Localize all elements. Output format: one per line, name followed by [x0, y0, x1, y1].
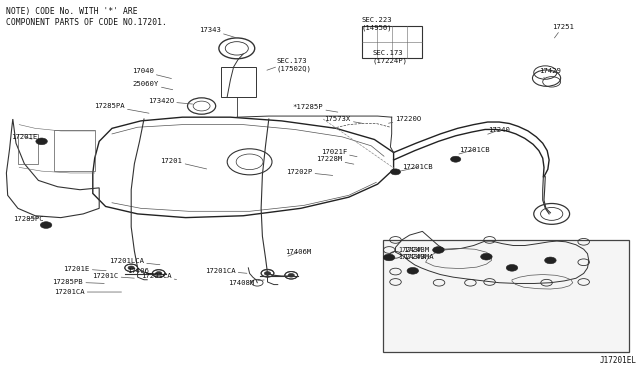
Text: 17220O: 17220O — [388, 116, 422, 123]
Text: 17201E: 17201E — [63, 266, 106, 272]
Text: 17201CA: 17201CA — [54, 289, 122, 295]
Text: SEC.173: SEC.173 — [372, 50, 403, 60]
Text: 17201C: 17201C — [92, 273, 134, 279]
Text: (17502Q): (17502Q) — [276, 65, 312, 72]
Text: 17343: 17343 — [199, 27, 236, 38]
Text: 17228M: 17228M — [316, 156, 354, 164]
Circle shape — [451, 156, 461, 162]
Bar — [221, 67, 256, 97]
Text: 17285PA: 17285PA — [94, 103, 149, 113]
Text: 17243MA: 17243MA — [403, 254, 434, 260]
Text: 17021F: 17021F — [321, 149, 357, 157]
Text: J17201EL: J17201EL — [600, 356, 637, 365]
Circle shape — [407, 267, 419, 274]
Text: 17201CA: 17201CA — [141, 273, 177, 279]
Text: 17243M: 17243M — [398, 247, 422, 253]
Text: NOTE) CODE No. WITH '*' ARE: NOTE) CODE No. WITH '*' ARE — [6, 7, 138, 16]
Bar — [383, 240, 629, 352]
Bar — [18, 134, 38, 164]
Circle shape — [433, 247, 444, 253]
Text: 17285PC: 17285PC — [13, 216, 44, 222]
Circle shape — [36, 138, 47, 145]
Text: 17202P: 17202P — [286, 169, 333, 176]
Circle shape — [506, 264, 518, 271]
Text: 17406: 17406 — [127, 268, 157, 274]
Text: 17429: 17429 — [539, 68, 561, 78]
Text: SEC.223: SEC.223 — [362, 17, 392, 27]
Text: 17240: 17240 — [488, 127, 509, 134]
Text: *17285P: *17285P — [292, 104, 338, 112]
Text: 17201CB: 17201CB — [401, 164, 433, 171]
Text: 17243MA: 17243MA — [398, 254, 426, 260]
Text: 25060Y: 25060Y — [132, 81, 173, 90]
Text: 17243M: 17243M — [403, 247, 429, 253]
Text: 17201CB: 17201CB — [459, 147, 490, 154]
Text: 17201E: 17201E — [12, 134, 38, 140]
Text: COMPONENT PARTS OF CODE NO.17201.: COMPONENT PARTS OF CODE NO.17201. — [6, 18, 167, 27]
Circle shape — [288, 273, 294, 277]
Bar — [362, 26, 422, 58]
Text: 17408M: 17408M — [228, 280, 264, 286]
Text: 17201LCA: 17201LCA — [109, 258, 160, 265]
Text: 17201: 17201 — [161, 158, 207, 169]
Circle shape — [156, 272, 162, 275]
Bar — [54, 130, 95, 171]
Text: SEC.173: SEC.173 — [267, 58, 307, 70]
Text: 17201CA: 17201CA — [205, 268, 247, 274]
Circle shape — [390, 169, 401, 175]
Text: 17285PB: 17285PB — [52, 279, 104, 285]
Text: 17342O: 17342O — [148, 98, 193, 104]
Circle shape — [40, 222, 52, 228]
Text: (14950): (14950) — [362, 24, 392, 31]
Text: (17224P): (17224P) — [372, 57, 408, 64]
Circle shape — [128, 266, 134, 270]
Circle shape — [383, 254, 395, 261]
Circle shape — [264, 272, 271, 275]
Text: 17573X: 17573X — [324, 116, 362, 123]
Text: 17040: 17040 — [132, 68, 172, 78]
Circle shape — [481, 253, 492, 260]
Text: 17406M: 17406M — [285, 249, 311, 256]
Circle shape — [545, 257, 556, 264]
Text: 17251: 17251 — [552, 24, 573, 38]
